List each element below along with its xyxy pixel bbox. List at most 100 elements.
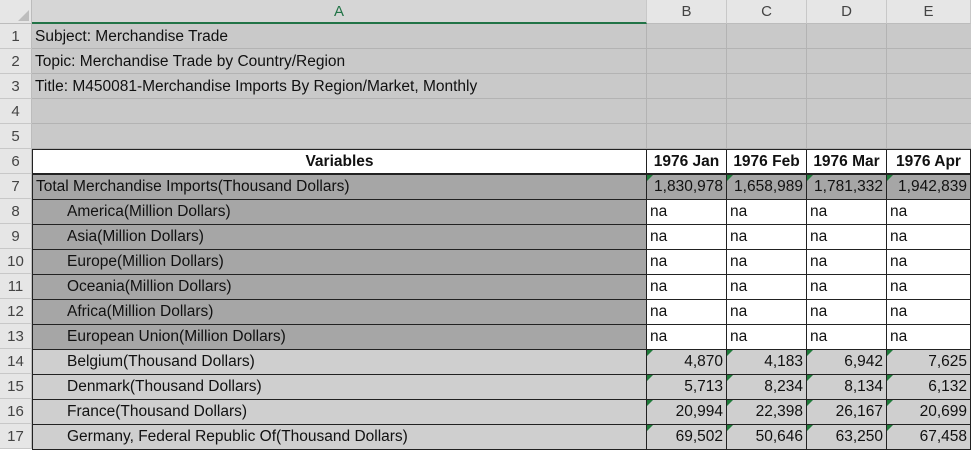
- value-cell[interactable]: 20,699: [886, 399, 971, 425]
- month-header-cell[interactable]: 1976 Mar: [806, 149, 887, 174]
- select-all-corner[interactable]: [0, 0, 32, 24]
- variable-label-cell[interactable]: Oceania(Million Dollars): [32, 274, 647, 300]
- value-cell[interactable]: 8,134: [806, 374, 887, 400]
- value-cell[interactable]: na: [726, 274, 807, 300]
- value-cell[interactable]: 1,781,332: [806, 174, 887, 200]
- variables-header-cell[interactable]: Variables: [32, 149, 647, 174]
- value-cell[interactable]: 5,713: [646, 374, 727, 400]
- row-header-14[interactable]: 14: [0, 349, 32, 374]
- month-header-cell[interactable]: 1976 Jan: [646, 149, 727, 174]
- row-header-3[interactable]: 3: [0, 74, 32, 99]
- value-cell[interactable]: na: [726, 299, 807, 325]
- number-stored-as-text-indicator-icon[interactable]: [727, 350, 733, 356]
- row-header-9[interactable]: 9: [0, 224, 32, 249]
- variable-label-cell[interactable]: Total Merchandise Imports(Thousand Dolla…: [32, 174, 647, 200]
- value-cell[interactable]: 6,132: [886, 374, 971, 400]
- row-header-8[interactable]: 8: [0, 199, 32, 224]
- column-header-c[interactable]: C: [727, 0, 807, 24]
- number-stored-as-text-indicator-icon[interactable]: [887, 425, 893, 431]
- number-stored-as-text-indicator-icon[interactable]: [807, 375, 813, 381]
- number-stored-as-text-indicator-icon[interactable]: [887, 175, 893, 181]
- number-stored-as-text-indicator-icon[interactable]: [807, 350, 813, 356]
- number-stored-as-text-indicator-icon[interactable]: [807, 175, 813, 181]
- value-cell[interactable]: na: [646, 324, 727, 350]
- value-cell[interactable]: 1,658,989: [726, 174, 807, 200]
- number-stored-as-text-indicator-icon[interactable]: [727, 375, 733, 381]
- number-stored-as-text-indicator-icon[interactable]: [887, 375, 893, 381]
- value-cell[interactable]: na: [806, 224, 887, 250]
- value-cell[interactable]: 4,183: [726, 349, 807, 375]
- value-cell[interactable]: na: [726, 324, 807, 350]
- value-cell[interactable]: 20,994: [646, 399, 727, 425]
- number-stored-as-text-indicator-icon[interactable]: [727, 400, 733, 406]
- row-header-17[interactable]: 17: [0, 424, 32, 449]
- row-header-1[interactable]: 1: [0, 24, 32, 49]
- value-cell[interactable]: na: [886, 224, 971, 250]
- value-cell[interactable]: na: [806, 274, 887, 300]
- variable-label-cell[interactable]: America(Million Dollars): [32, 199, 647, 225]
- number-stored-as-text-indicator-icon[interactable]: [647, 350, 653, 356]
- meta-topic-cell[interactable]: Topic: Merchandise Trade by Country/Regi…: [35, 52, 346, 70]
- value-cell[interactable]: na: [806, 299, 887, 325]
- value-cell[interactable]: 7,625: [886, 349, 971, 375]
- number-stored-as-text-indicator-icon[interactable]: [727, 175, 733, 181]
- value-cell[interactable]: na: [806, 324, 887, 350]
- value-cell[interactable]: 22,398: [726, 399, 807, 425]
- value-cell[interactable]: na: [646, 199, 727, 225]
- number-stored-as-text-indicator-icon[interactable]: [647, 375, 653, 381]
- variable-label-cell[interactable]: Germany, Federal Republic Of(Thousand Do…: [32, 424, 647, 450]
- value-cell[interactable]: na: [646, 249, 727, 275]
- value-cell[interactable]: na: [726, 224, 807, 250]
- value-cell[interactable]: na: [886, 299, 971, 325]
- value-cell[interactable]: 50,646: [726, 424, 807, 450]
- value-cell[interactable]: 26,167: [806, 399, 887, 425]
- row-header-15[interactable]: 15: [0, 374, 32, 399]
- column-header-e[interactable]: E: [887, 0, 971, 24]
- value-cell[interactable]: 8,234: [726, 374, 807, 400]
- row-header-2[interactable]: 2: [0, 49, 32, 74]
- column-header-a[interactable]: A: [32, 0, 647, 24]
- value-cell[interactable]: na: [646, 274, 727, 300]
- value-cell[interactable]: na: [886, 199, 971, 225]
- value-cell[interactable]: 67,458: [886, 424, 971, 450]
- row-header-10[interactable]: 10: [0, 249, 32, 274]
- variable-label-cell[interactable]: Asia(Million Dollars): [32, 224, 647, 250]
- variable-label-cell[interactable]: European Union(Million Dollars): [32, 324, 647, 350]
- variable-label-cell[interactable]: Africa(Million Dollars): [32, 299, 647, 325]
- value-cell[interactable]: na: [886, 324, 971, 350]
- value-cell[interactable]: 69,502: [646, 424, 727, 450]
- variable-label-cell[interactable]: France(Thousand Dollars): [32, 399, 647, 425]
- variable-label-cell[interactable]: Denmark(Thousand Dollars): [32, 374, 647, 400]
- variable-label-cell[interactable]: Belgium(Thousand Dollars): [32, 349, 647, 375]
- value-cell[interactable]: 6,942: [806, 349, 887, 375]
- column-header-b[interactable]: B: [647, 0, 727, 24]
- month-header-cell[interactable]: 1976 Apr: [886, 149, 971, 174]
- row-header-7[interactable]: 7: [0, 174, 32, 199]
- number-stored-as-text-indicator-icon[interactable]: [647, 425, 653, 431]
- value-cell[interactable]: 1,830,978: [646, 174, 727, 200]
- row-header-11[interactable]: 11: [0, 274, 32, 299]
- value-cell[interactable]: na: [646, 224, 727, 250]
- value-cell[interactable]: na: [806, 249, 887, 275]
- number-stored-as-text-indicator-icon[interactable]: [887, 400, 893, 406]
- number-stored-as-text-indicator-icon[interactable]: [727, 425, 733, 431]
- value-cell[interactable]: 63,250: [806, 424, 887, 450]
- row-header-6[interactable]: 6: [0, 149, 32, 174]
- variable-label-cell[interactable]: Europe(Million Dollars): [32, 249, 647, 275]
- month-header-cell[interactable]: 1976 Feb: [726, 149, 807, 174]
- value-cell[interactable]: na: [646, 299, 727, 325]
- meta-title-cell[interactable]: Title: M450081-Merchandise Imports By Re…: [35, 77, 478, 95]
- value-cell[interactable]: na: [886, 249, 971, 275]
- value-cell[interactable]: na: [886, 274, 971, 300]
- number-stored-as-text-indicator-icon[interactable]: [647, 175, 653, 181]
- number-stored-as-text-indicator-icon[interactable]: [647, 400, 653, 406]
- value-cell[interactable]: na: [806, 199, 887, 225]
- number-stored-as-text-indicator-icon[interactable]: [807, 425, 813, 431]
- row-header-13[interactable]: 13: [0, 324, 32, 349]
- row-header-12[interactable]: 12: [0, 299, 32, 324]
- value-cell[interactable]: 4,870: [646, 349, 727, 375]
- value-cell[interactable]: na: [726, 199, 807, 225]
- number-stored-as-text-indicator-icon[interactable]: [807, 400, 813, 406]
- row-header-16[interactable]: 16: [0, 399, 32, 424]
- value-cell[interactable]: na: [726, 249, 807, 275]
